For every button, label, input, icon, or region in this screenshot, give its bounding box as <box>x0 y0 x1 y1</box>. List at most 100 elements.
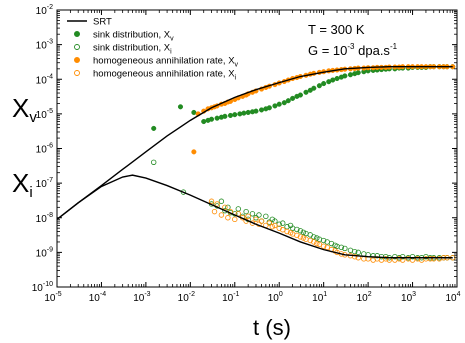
data-point-sink_xi <box>352 248 358 255</box>
data-point-hom_xi <box>311 239 317 245</box>
data-point-sink_xv <box>297 92 303 98</box>
data-point-sink_xv <box>355 70 361 76</box>
data-point-sink_xv <box>347 72 353 78</box>
legend-label: sink distribution, Xv <box>93 30 174 43</box>
data-point-sink_xi <box>314 235 320 241</box>
data-point-hom_xi <box>392 257 398 263</box>
data-point-sink_xv <box>208 116 215 122</box>
data-point-hom_xi <box>269 224 276 230</box>
legend-label: homogeneous annihilation rate, Xv <box>93 56 239 69</box>
legend-swatch-marker <box>74 44 80 50</box>
data-point-hom_xi <box>352 254 358 260</box>
data-point-sink_xv <box>272 103 278 109</box>
y-tick-label: 10-6 <box>36 143 53 156</box>
data-point-sink_xv <box>266 105 272 111</box>
data-point-sink_xi <box>355 249 361 256</box>
data-point-hom_xi <box>307 237 313 244</box>
data-point-hom_xi <box>409 257 416 263</box>
x-tick-label: 10-1 <box>222 291 239 304</box>
x-tick-label: 100 <box>268 291 283 304</box>
axis-tick-labels: 10-5 10-4 10-3 10-2 10-1 100 101 102 103 104 10-10… <box>32 4 461 304</box>
data-point-sink_xv <box>232 112 238 118</box>
legend-swatch-marker <box>74 57 80 63</box>
x-tick-label: 102 <box>357 291 372 304</box>
data-point-hom_xi <box>297 234 304 240</box>
data-point-sink_xv <box>330 77 336 83</box>
y-axis-label-xi: Xi <box>12 168 33 201</box>
data-point-hom_xi <box>225 215 231 221</box>
y-tick-label: 10-2 <box>36 4 53 17</box>
legend-swatch-marker <box>74 31 80 37</box>
data-point-hom_xi <box>383 256 389 262</box>
data-point-sink_xv <box>222 113 228 119</box>
y-tick-label: 10-4 <box>36 73 53 86</box>
data-point-hom_xi <box>214 201 220 207</box>
data-point-sink_xi <box>320 237 327 244</box>
data-point-hom_xi <box>396 256 402 262</box>
series-line-srt_xv <box>57 66 453 220</box>
data-point-sink_xi <box>253 215 259 221</box>
data-point-hom_xi <box>294 232 300 239</box>
data-point-hom_xi <box>300 235 307 241</box>
data-point-sink_xv <box>316 83 322 89</box>
legend-label: sink distribution, Xi <box>93 43 172 56</box>
data-point-sink_xi <box>218 198 225 204</box>
data-point-sink_xi <box>342 245 348 252</box>
x-tick-label: 101 <box>312 291 327 304</box>
y-tick-label: 10-10 <box>32 281 53 294</box>
data-point-sink_xi <box>235 206 241 212</box>
data-point-hom_xi <box>427 256 433 262</box>
y-tick-label: 10-5 <box>36 108 53 121</box>
data-point-sink_xv <box>258 107 265 113</box>
data-point-sink_xi <box>383 254 389 260</box>
x-tick-label: 103 <box>401 291 416 304</box>
data-point-sink_xv <box>241 110 247 116</box>
data-point-hom_xi <box>218 212 225 218</box>
data-point-hom_xi <box>378 257 385 263</box>
data-point-sink_xv <box>342 73 348 79</box>
y-tick-label: 10-3 <box>36 39 53 52</box>
data-point-sink_xv <box>303 89 309 95</box>
data-point-sink_xv <box>290 95 296 101</box>
data-point-sink_xv <box>214 115 220 121</box>
data-point-sink_xi <box>263 213 269 220</box>
data-point-hom_xi <box>316 241 323 248</box>
data-point-sink_xi <box>249 211 256 217</box>
x-tick-label: 10-3 <box>133 291 150 304</box>
data-point-sink_xv <box>177 104 184 110</box>
data-point-hom_xi <box>258 218 265 224</box>
data-point-sink_xi <box>180 189 187 195</box>
series-line-srt_xi <box>57 174 453 259</box>
data-point-hom_xi <box>211 208 218 215</box>
y-tick-label: 10-7 <box>36 177 53 190</box>
condition-temperature: T = 300 K <box>308 22 365 37</box>
data-point-sink_xv <box>276 101 282 107</box>
data-point-sink_xi <box>297 228 304 234</box>
data-point-sink_xv <box>253 108 259 114</box>
data-point-sink_xi <box>256 212 262 218</box>
data-point-sink_xv <box>311 85 317 91</box>
data-point-sink_xv <box>191 109 197 115</box>
legend-label: SRT <box>93 17 112 28</box>
data-point-sink_xi <box>222 207 228 214</box>
data-point-sink_xv <box>321 81 327 87</box>
y-axis-label-xv: Xv <box>12 93 37 126</box>
data-point-sink_xv <box>334 75 340 82</box>
data-point-hom_xi <box>314 240 320 247</box>
data-point-hom_xi <box>208 198 215 204</box>
data-point-hom_xi <box>276 225 282 231</box>
x-tick-label: 10-2 <box>178 291 195 304</box>
data-point-sink_xv <box>151 125 157 131</box>
data-point-hom_xi <box>431 256 437 262</box>
plot-area <box>57 64 456 263</box>
data-point-sink_xv <box>245 109 251 115</box>
series-hom_xi <box>208 198 456 263</box>
data-point-sink_xi <box>347 247 354 253</box>
x-axis-label: t (s) <box>253 315 291 340</box>
data-point-hom_xi <box>253 216 259 223</box>
data-point-sink_xi <box>300 229 307 235</box>
x-tick-label: 104 <box>445 291 460 304</box>
data-point-hom_xi <box>232 216 238 223</box>
